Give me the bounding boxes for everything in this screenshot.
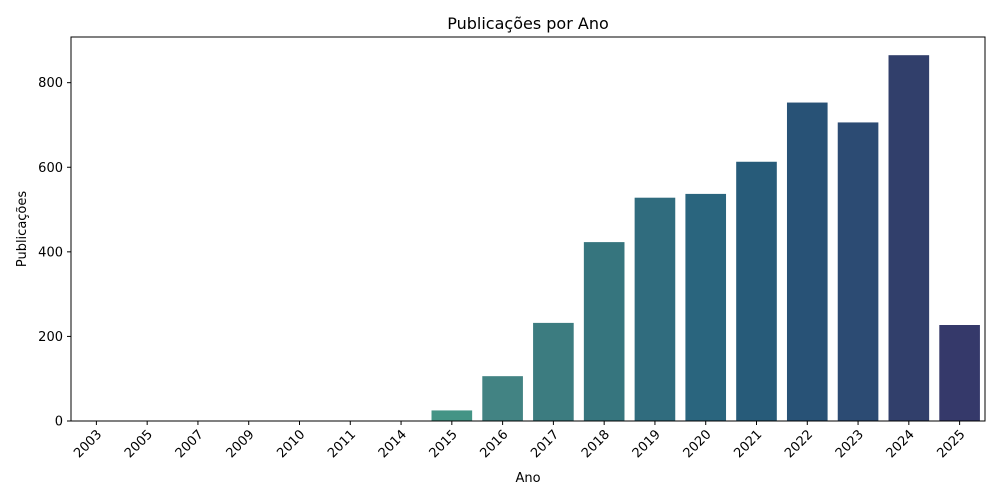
y-tick-label: 200 [38,330,63,345]
x-tick-label: 2020 [681,427,715,461]
bar-2015 [431,410,473,421]
bars-layer [76,55,980,422]
bar-2025 [939,325,980,421]
y-tick-label: 600 [38,161,63,176]
bar-2019 [634,197,676,421]
x-tick-label: 2011 [325,427,359,461]
x-tick-label: 2009 [224,427,258,461]
x-tick-label: 2019 [630,427,664,461]
bar-2017 [533,322,574,421]
bar-2023 [837,122,879,422]
x-tick-label: 2010 [274,427,308,461]
chart-title: Publicações por Ano [447,14,609,33]
x-tick-label: 2021 [731,427,765,461]
x-tick-label: 2024 [884,427,918,461]
x-tick-label: 2003 [71,427,105,461]
x-tick-label: 2018 [579,427,613,461]
y-ticks: 0 200 400 600 800 [38,76,71,430]
bar-2022 [786,102,828,422]
bar-2016 [482,376,523,421]
bar-2018 [583,242,625,421]
x-axis-label: Ano [515,471,540,486]
bar-2024 [888,55,930,421]
plot-frame [70,36,986,422]
x-tick-label: 2014 [376,427,410,461]
y-tick-label: 400 [38,245,63,260]
x-tick-label: 2017 [528,427,562,461]
y-tick-label: 0 [55,415,63,430]
x-ticks: 2003 2005 2007 2009 2010 2011 2014 2015 2016 2017… [71,421,968,461]
x-tick-label: 2007 [173,427,207,461]
x-tick-label: 2023 [833,427,867,461]
x-tick-label: 2022 [782,427,816,461]
x-tick-label: 2015 [427,427,461,461]
bar-2020 [685,193,727,421]
y-tick-label: 800 [38,76,63,91]
x-tick-label: 2025 [934,427,968,461]
bar-2021 [736,161,777,421]
x-tick-label: 2016 [477,427,511,461]
x-tick-label: 2005 [122,427,156,461]
y-axis-label: Publicações [15,191,30,268]
